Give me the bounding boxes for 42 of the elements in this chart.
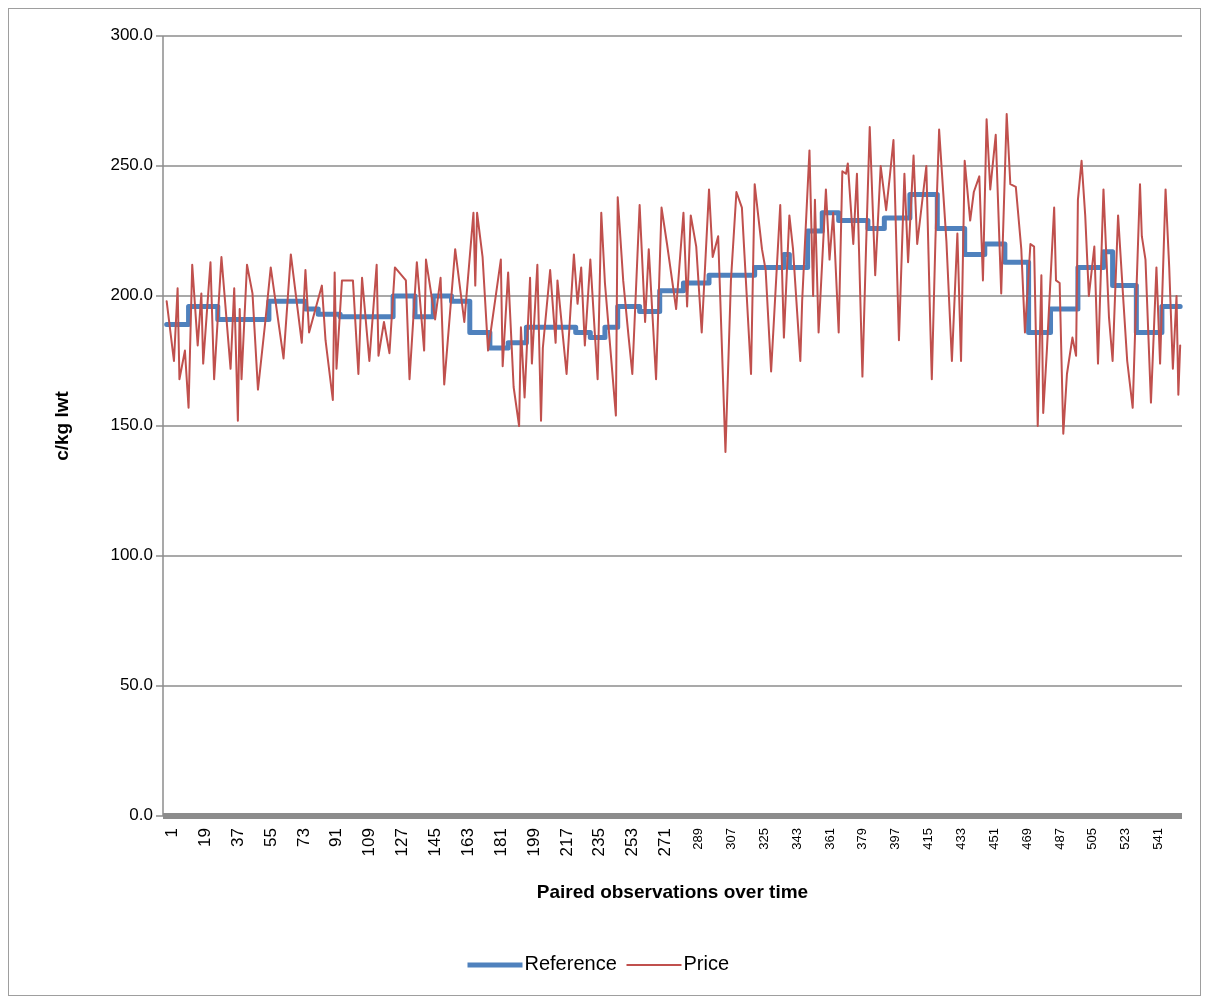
x-tick-label: 127 — [392, 828, 412, 857]
x-tick-label: 523 — [1117, 828, 1133, 850]
legend-label: Price — [683, 952, 730, 975]
x-tick-label: 37 — [227, 828, 247, 847]
y-tick-label: 250.0 — [110, 155, 153, 175]
x-tick-label: 181 — [490, 828, 510, 857]
y-axis-title: c/kg lwt — [51, 390, 72, 461]
x-tick-label: 55 — [260, 828, 280, 847]
x-tick-label: 541 — [1150, 828, 1166, 850]
x-tick-label: 199 — [523, 828, 543, 857]
x-tick-label: 469 — [1018, 828, 1034, 850]
x-tick-label: 19 — [195, 828, 215, 847]
y-tick-label: 0.0 — [129, 805, 153, 825]
x-tick-label: 397 — [887, 828, 903, 850]
y-tick-label: 200.0 — [110, 285, 153, 305]
x-tick-label: 109 — [359, 828, 379, 857]
legend-label: Reference — [524, 952, 617, 975]
x-tick-label: 487 — [1051, 828, 1067, 850]
x-tick-label: 361 — [821, 828, 837, 850]
x-tick-label: 253 — [622, 828, 642, 857]
x-tick-label: 379 — [854, 828, 870, 850]
x-tick-label: 235 — [589, 828, 609, 857]
x-tick-label: 307 — [722, 828, 738, 850]
y-tick-label: 150.0 — [110, 415, 153, 435]
x-tick-label: 343 — [788, 828, 804, 850]
x-tick-label: 451 — [985, 828, 1001, 850]
x-tick-label: 271 — [655, 828, 675, 857]
x-tick-label: 433 — [952, 828, 968, 850]
x-tick-label: 325 — [755, 828, 771, 850]
x-tick-label: 145 — [425, 828, 445, 857]
y-tick-label: 100.0 — [110, 545, 153, 565]
x-axis-title: Paired observations over time — [536, 881, 809, 902]
x-tick-label: 289 — [690, 828, 706, 850]
x-tick-label: 1 — [162, 828, 182, 838]
x-tick-label: 91 — [326, 828, 346, 847]
x-tick-label: 415 — [920, 828, 936, 850]
x-tick-label: 163 — [457, 828, 477, 857]
y-tick-label: 300.0 — [110, 25, 153, 45]
x-tick-label: 505 — [1084, 828, 1100, 850]
y-tick-label: 50.0 — [119, 675, 153, 695]
x-tick-label: 217 — [556, 828, 576, 857]
x-tick-label: 73 — [293, 828, 313, 847]
